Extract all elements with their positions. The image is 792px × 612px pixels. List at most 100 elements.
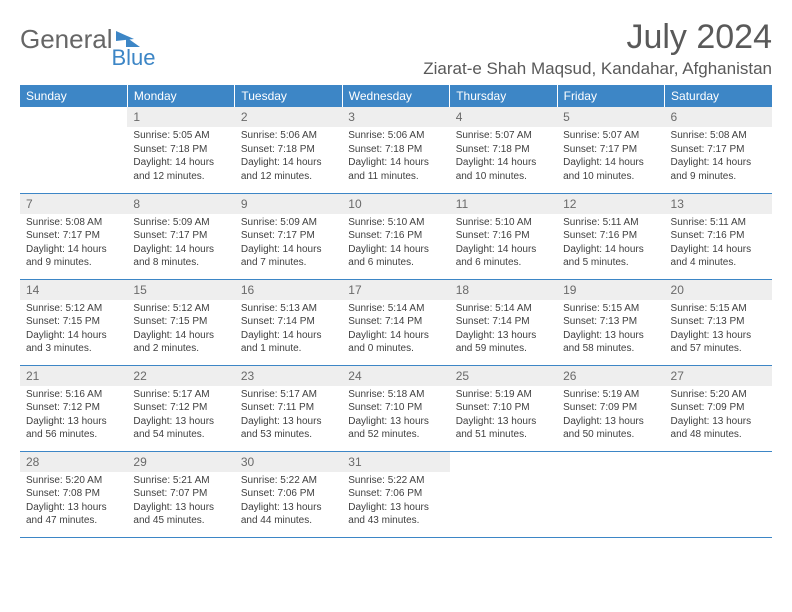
weekday-header: Thursday [450,85,557,107]
day-details: Sunrise: 5:07 AMSunset: 7:17 PMDaylight:… [557,127,664,187]
day-details: Sunrise: 5:17 AMSunset: 7:11 PMDaylight:… [235,386,342,446]
day-number: 20 [665,280,772,300]
day-details: Sunrise: 5:13 AMSunset: 7:14 PMDaylight:… [235,300,342,360]
calendar-cell: 8Sunrise: 5:09 AMSunset: 7:17 PMDaylight… [127,193,234,279]
day-details: Sunrise: 5:10 AMSunset: 7:16 PMDaylight:… [342,214,449,274]
calendar-cell: 27Sunrise: 5:20 AMSunset: 7:09 PMDayligh… [665,365,772,451]
calendar-cell: 15Sunrise: 5:12 AMSunset: 7:15 PMDayligh… [127,279,234,365]
calendar-cell [557,451,664,537]
day-details: Sunrise: 5:18 AMSunset: 7:10 PMDaylight:… [342,386,449,446]
day-number-empty [557,452,664,472]
day-number: 3 [342,107,449,127]
day-number-empty [450,452,557,472]
calendar-cell: 30Sunrise: 5:22 AMSunset: 7:06 PMDayligh… [235,451,342,537]
day-number: 1 [127,107,234,127]
day-number: 6 [665,107,772,127]
day-number: 27 [665,366,772,386]
day-number: 8 [127,194,234,214]
day-details: Sunrise: 5:05 AMSunset: 7:18 PMDaylight:… [127,127,234,187]
day-details: Sunrise: 5:09 AMSunset: 7:17 PMDaylight:… [127,214,234,274]
day-details: Sunrise: 5:22 AMSunset: 7:06 PMDaylight:… [342,472,449,532]
day-details: Sunrise: 5:08 AMSunset: 7:17 PMDaylight:… [665,127,772,187]
day-number: 17 [342,280,449,300]
day-details: Sunrise: 5:21 AMSunset: 7:07 PMDaylight:… [127,472,234,532]
day-details: Sunrise: 5:10 AMSunset: 7:16 PMDaylight:… [450,214,557,274]
day-details: Sunrise: 5:20 AMSunset: 7:08 PMDaylight:… [20,472,127,532]
calendar-cell: 13Sunrise: 5:11 AMSunset: 7:16 PMDayligh… [665,193,772,279]
calendar-cell [450,451,557,537]
calendar-cell: 20Sunrise: 5:15 AMSunset: 7:13 PMDayligh… [665,279,772,365]
weekday-row: SundayMondayTuesdayWednesdayThursdayFrid… [20,85,772,107]
calendar-cell: 17Sunrise: 5:14 AMSunset: 7:14 PMDayligh… [342,279,449,365]
day-number: 29 [127,452,234,472]
day-number: 9 [235,194,342,214]
logo-text-2: Blue [112,45,156,71]
calendar-cell: 28Sunrise: 5:20 AMSunset: 7:08 PMDayligh… [20,451,127,537]
weekday-header: Wednesday [342,85,449,107]
calendar-row: 21Sunrise: 5:16 AMSunset: 7:12 PMDayligh… [20,365,772,451]
day-number: 25 [450,366,557,386]
day-details: Sunrise: 5:06 AMSunset: 7:18 PMDaylight:… [235,127,342,187]
calendar-row: 1Sunrise: 5:05 AMSunset: 7:18 PMDaylight… [20,107,772,193]
day-number: 26 [557,366,664,386]
day-details: Sunrise: 5:15 AMSunset: 7:13 PMDaylight:… [557,300,664,360]
day-number: 31 [342,452,449,472]
day-number: 4 [450,107,557,127]
calendar-cell: 11Sunrise: 5:10 AMSunset: 7:16 PMDayligh… [450,193,557,279]
calendar-cell: 18Sunrise: 5:14 AMSunset: 7:14 PMDayligh… [450,279,557,365]
calendar-cell: 14Sunrise: 5:12 AMSunset: 7:15 PMDayligh… [20,279,127,365]
day-details: Sunrise: 5:22 AMSunset: 7:06 PMDaylight:… [235,472,342,532]
location-label: Ziarat-e Shah Maqsud, Kandahar, Afghanis… [423,59,772,79]
calendar-row: 7Sunrise: 5:08 AMSunset: 7:17 PMDaylight… [20,193,772,279]
calendar-row: 28Sunrise: 5:20 AMSunset: 7:08 PMDayligh… [20,451,772,537]
weekday-header: Friday [557,85,664,107]
day-details: Sunrise: 5:07 AMSunset: 7:18 PMDaylight:… [450,127,557,187]
calendar-cell: 3Sunrise: 5:06 AMSunset: 7:18 PMDaylight… [342,107,449,193]
calendar-cell: 25Sunrise: 5:19 AMSunset: 7:10 PMDayligh… [450,365,557,451]
day-number: 30 [235,452,342,472]
calendar-table: SundayMondayTuesdayWednesdayThursdayFrid… [20,85,772,538]
day-number: 12 [557,194,664,214]
calendar-cell: 2Sunrise: 5:06 AMSunset: 7:18 PMDaylight… [235,107,342,193]
calendar-row: 14Sunrise: 5:12 AMSunset: 7:15 PMDayligh… [20,279,772,365]
page-header: General Blue July 2024 Ziarat-e Shah Maq… [20,18,772,79]
day-number: 15 [127,280,234,300]
title-block: July 2024 Ziarat-e Shah Maqsud, Kandahar… [423,18,772,79]
calendar-cell: 10Sunrise: 5:10 AMSunset: 7:16 PMDayligh… [342,193,449,279]
calendar-cell: 31Sunrise: 5:22 AMSunset: 7:06 PMDayligh… [342,451,449,537]
day-number: 10 [342,194,449,214]
calendar-cell: 7Sunrise: 5:08 AMSunset: 7:17 PMDaylight… [20,193,127,279]
logo: General Blue [20,18,156,55]
calendar-cell: 9Sunrise: 5:09 AMSunset: 7:17 PMDaylight… [235,193,342,279]
day-number: 14 [20,280,127,300]
calendar-cell: 5Sunrise: 5:07 AMSunset: 7:17 PMDaylight… [557,107,664,193]
day-number: 22 [127,366,234,386]
calendar-cell: 16Sunrise: 5:13 AMSunset: 7:14 PMDayligh… [235,279,342,365]
day-number: 28 [20,452,127,472]
weekday-header: Tuesday [235,85,342,107]
day-details: Sunrise: 5:14 AMSunset: 7:14 PMDaylight:… [342,300,449,360]
day-details: Sunrise: 5:17 AMSunset: 7:12 PMDaylight:… [127,386,234,446]
calendar-cell: 12Sunrise: 5:11 AMSunset: 7:16 PMDayligh… [557,193,664,279]
day-number: 21 [20,366,127,386]
logo-text-1: General [20,24,113,55]
calendar-cell: 19Sunrise: 5:15 AMSunset: 7:13 PMDayligh… [557,279,664,365]
day-number: 13 [665,194,772,214]
day-number: 18 [450,280,557,300]
day-number-empty [665,452,772,472]
calendar-cell [20,107,127,193]
calendar-cell: 4Sunrise: 5:07 AMSunset: 7:18 PMDaylight… [450,107,557,193]
day-number: 23 [235,366,342,386]
day-details: Sunrise: 5:12 AMSunset: 7:15 PMDaylight:… [20,300,127,360]
calendar-cell: 1Sunrise: 5:05 AMSunset: 7:18 PMDaylight… [127,107,234,193]
calendar-cell: 29Sunrise: 5:21 AMSunset: 7:07 PMDayligh… [127,451,234,537]
day-number: 16 [235,280,342,300]
calendar-cell: 24Sunrise: 5:18 AMSunset: 7:10 PMDayligh… [342,365,449,451]
weekday-header: Sunday [20,85,127,107]
day-number: 24 [342,366,449,386]
calendar-cell: 6Sunrise: 5:08 AMSunset: 7:17 PMDaylight… [665,107,772,193]
day-details: Sunrise: 5:06 AMSunset: 7:18 PMDaylight:… [342,127,449,187]
day-details: Sunrise: 5:11 AMSunset: 7:16 PMDaylight:… [665,214,772,274]
day-details: Sunrise: 5:12 AMSunset: 7:15 PMDaylight:… [127,300,234,360]
weekday-header: Monday [127,85,234,107]
